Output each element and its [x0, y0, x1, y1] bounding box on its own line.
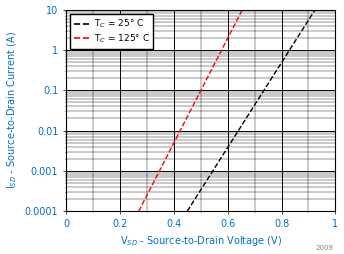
- Text: 2009: 2009: [316, 245, 334, 251]
- Legend: T$_C$ = 25° C, T$_C$ = 125° C: T$_C$ = 25° C, T$_C$ = 125° C: [71, 14, 153, 49]
- X-axis label: V$_{SD}$ - Source-to-Drain Voltage (V): V$_{SD}$ - Source-to-Drain Voltage (V): [120, 234, 282, 248]
- Y-axis label: I$_{SD}$ - Source-to-Drain Current (A): I$_{SD}$ - Source-to-Drain Current (A): [6, 31, 19, 189]
